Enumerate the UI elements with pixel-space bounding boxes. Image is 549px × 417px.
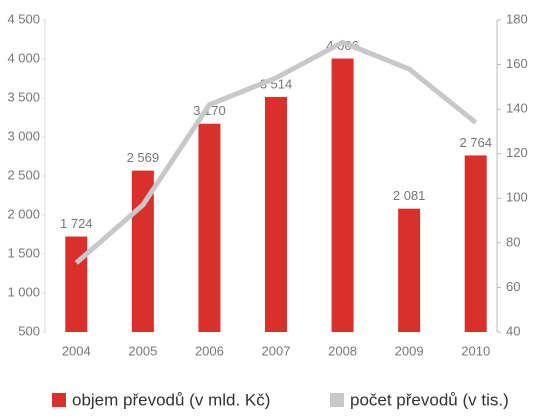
- x-tick-label: 2007: [262, 343, 291, 358]
- x-tick-label: 2010: [461, 343, 490, 358]
- y-tick-label: 3 500: [7, 89, 40, 104]
- y2-tick-label: 120: [506, 145, 528, 160]
- y-tick-label: 2 000: [7, 206, 40, 221]
- y2-tick-label: 80: [506, 234, 520, 249]
- bar: [398, 208, 421, 332]
- x-tick-label: 2009: [395, 343, 424, 358]
- y2-tick-label: 60: [506, 279, 520, 294]
- y-tick-label: 3 000: [7, 128, 40, 143]
- x-tick-label: 2004: [62, 343, 91, 358]
- line: [74, 39, 478, 265]
- y2-tick-label: 100: [506, 190, 528, 205]
- data-label: 2 764: [459, 135, 492, 150]
- y-tick-label: 1 000: [7, 284, 40, 299]
- legend-swatch: [52, 393, 66, 407]
- y-tick-label: 500: [18, 323, 40, 338]
- bar: [198, 123, 221, 333]
- x-tick-label: 2006: [195, 343, 224, 358]
- bar: [265, 96, 287, 333]
- bar: [331, 58, 354, 332]
- y2-tick-label: 140: [506, 101, 528, 116]
- data-label: 2 081: [393, 188, 426, 203]
- bar: [65, 236, 88, 332]
- y-tick-label: 4 500: [7, 11, 40, 26]
- data-label: 1 724: [60, 216, 93, 231]
- bar: [464, 155, 487, 332]
- x-tick-label: 2008: [328, 343, 357, 358]
- y2-tick-label: 40: [506, 323, 520, 338]
- y2-tick-label: 160: [506, 56, 528, 71]
- x-tick-label: 2005: [128, 343, 157, 358]
- y-tick-label: 4 000: [7, 50, 40, 65]
- y2-tick-label: 180: [506, 11, 528, 26]
- legend-label: objem převodů (v mld. Kč): [72, 390, 270, 409]
- data-label: 2 569: [127, 150, 160, 165]
- legend-label: počet převodů (v tis.): [350, 390, 509, 409]
- y-tick-label: 1 500: [7, 245, 40, 260]
- y-tick-label: 2 500: [7, 167, 40, 182]
- legend-swatch: [330, 393, 344, 407]
